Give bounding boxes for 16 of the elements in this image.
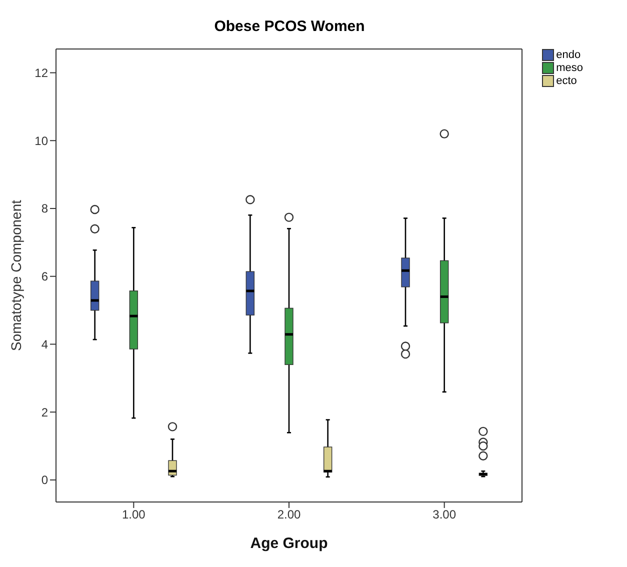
legend-label: meso xyxy=(556,62,583,74)
x-tick-label: 3.00 xyxy=(432,508,456,522)
y-tick-label: 2 xyxy=(41,405,48,420)
y-axis-title: Somatotype Component xyxy=(8,200,24,351)
x-axis-title: Age Group xyxy=(250,535,328,552)
x-tick-label: 2.00 xyxy=(277,508,301,522)
y-tick-label: 4 xyxy=(41,337,48,352)
legend-label: endo xyxy=(556,48,581,60)
y-tick-label: 8 xyxy=(41,202,48,216)
y-tick-label: 12 xyxy=(34,66,48,80)
chart-title: Obese PCOS Women xyxy=(213,18,366,35)
y-tick-label: 0 xyxy=(41,473,48,488)
legend-label: ecto xyxy=(556,74,577,86)
x-tick-label: 1.00 xyxy=(122,508,146,522)
y-tick-label: 6 xyxy=(41,270,48,284)
y-tick-label: 10 xyxy=(34,134,48,148)
